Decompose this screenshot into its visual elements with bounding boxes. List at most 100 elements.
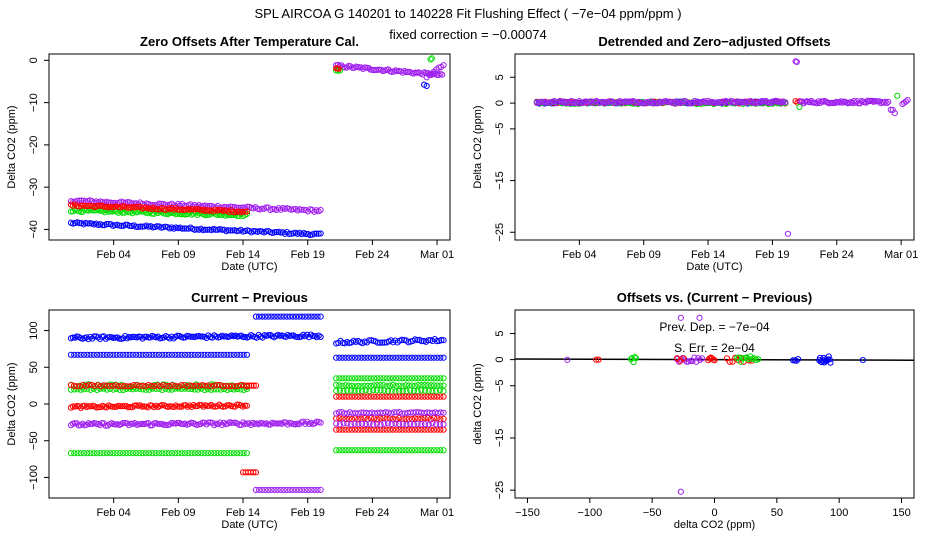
data-point [286, 230, 293, 238]
data-point [227, 351, 234, 358]
data-point [389, 426, 397, 433]
data-point [743, 354, 750, 361]
data-point [362, 420, 369, 428]
data-point [181, 351, 189, 358]
data-point [100, 450, 107, 457]
data-point [71, 351, 78, 358]
data-point [211, 351, 218, 358]
data-point [351, 420, 358, 427]
data-point [252, 313, 260, 320]
data-point [831, 99, 838, 107]
data-point [348, 447, 356, 454]
x-tick-label: Feb 14 [691, 249, 725, 261]
data-point [243, 402, 251, 409]
data-point [389, 381, 397, 389]
data-point [199, 419, 206, 426]
data-point [175, 351, 182, 358]
data-point [436, 387, 443, 394]
data-point [239, 208, 247, 215]
data-point [859, 356, 866, 364]
y-tick-label: −20 [28, 136, 40, 155]
data-point [191, 450, 198, 457]
data-point [83, 334, 90, 341]
data-point [386, 354, 393, 361]
data-point [333, 381, 340, 389]
data-point [311, 420, 318, 427]
data-point [127, 420, 135, 427]
data-point [229, 227, 236, 234]
data-point [142, 383, 149, 390]
data-point [87, 351, 94, 358]
data-point [388, 420, 395, 428]
data-point [689, 357, 696, 365]
data-point [135, 223, 142, 230]
data-point [430, 393, 438, 400]
data-point [221, 351, 228, 358]
data-point [438, 337, 445, 344]
data-point [414, 388, 421, 395]
data-point [440, 393, 447, 400]
data-point [427, 354, 435, 361]
data-point [137, 420, 144, 428]
data-point [382, 409, 389, 416]
data-point [178, 351, 185, 358]
data-point [383, 375, 390, 382]
data-point [211, 382, 218, 389]
data-point [593, 97, 600, 105]
data-point [339, 393, 346, 400]
series-purple [67, 408, 447, 494]
data-point [317, 486, 324, 494]
series-blue [789, 353, 866, 366]
series-green [67, 55, 435, 220]
data-point [412, 393, 419, 400]
data-point [408, 426, 416, 433]
data-point [129, 450, 136, 457]
data-point [421, 393, 428, 400]
data-point [336, 387, 343, 394]
data-point [106, 382, 113, 389]
panel-title: Zero Offsets After Temperature Cal. [140, 34, 359, 49]
data-point [414, 336, 421, 344]
data-point [240, 450, 247, 457]
data-point [352, 375, 359, 382]
data-point [192, 403, 199, 410]
data-point [415, 354, 422, 361]
data-point [202, 382, 209, 389]
data-point [616, 98, 623, 105]
data-point [90, 351, 97, 358]
y-tick-label: −10 [28, 93, 40, 112]
data-point [302, 230, 310, 238]
data-point [224, 386, 231, 393]
data-point [313, 230, 320, 237]
data-point [139, 223, 146, 230]
data-point [381, 387, 388, 394]
data-point [286, 313, 293, 320]
points-layer [67, 313, 447, 494]
data-point [377, 421, 384, 428]
data-point [294, 333, 301, 341]
data-point [269, 205, 276, 213]
data-point [882, 98, 889, 105]
data-point [370, 375, 378, 382]
data-point [348, 382, 356, 390]
data-point [418, 354, 425, 361]
data-point [154, 333, 162, 340]
data-point [425, 387, 432, 394]
data-point [361, 415, 368, 422]
data-point [418, 421, 425, 428]
data-point [402, 375, 409, 382]
data-point [427, 382, 435, 389]
data-point [425, 337, 432, 344]
data-point [116, 351, 123, 358]
data-point [336, 421, 343, 428]
data-point [103, 404, 110, 411]
data-point [100, 382, 107, 389]
data-point [187, 333, 195, 340]
data-point [69, 334, 77, 341]
data-point [366, 387, 373, 395]
data-point [87, 450, 94, 457]
data-point [389, 447, 397, 454]
data-point [166, 382, 173, 390]
data-point [67, 351, 75, 358]
data-point [230, 351, 237, 358]
